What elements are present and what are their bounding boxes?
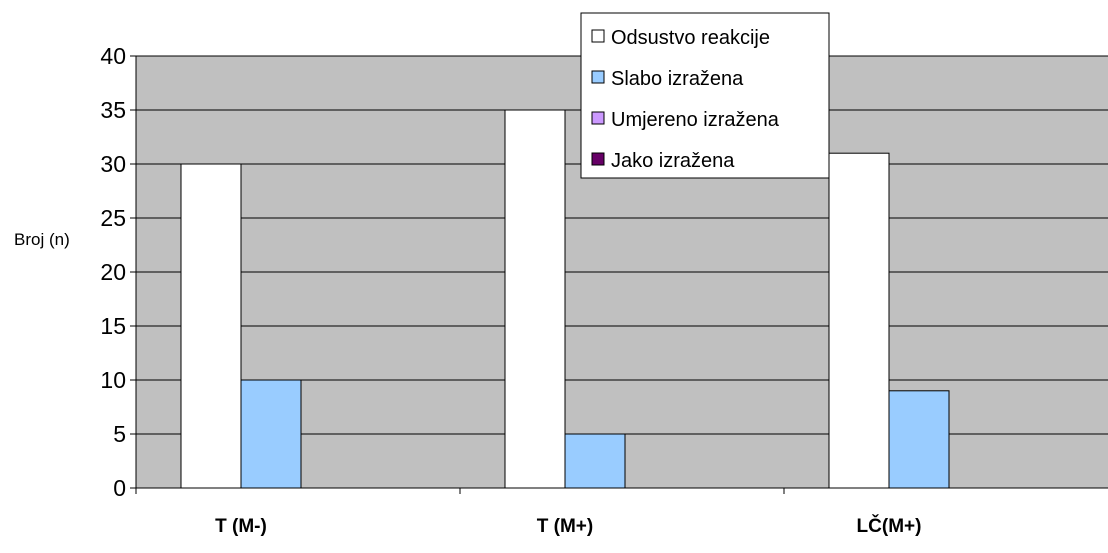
- bar: [240, 379, 302, 489]
- y-tick-label: 30: [100, 151, 126, 177]
- legend-swatch: [591, 111, 605, 125]
- bars: [180, 109, 950, 489]
- y-tick-label: 0: [113, 475, 126, 501]
- x-tick-labels: T (M-) T (M+) LČ(M+): [215, 515, 921, 537]
- legend: Odsustvo reakcije Slabo izražena Umjereno …: [580, 12, 830, 179]
- legend-label: Odsustvo reakcije: [611, 27, 770, 49]
- y-tick-label: 40: [100, 43, 126, 69]
- y-tick-labels: 0 5 10 15 20 25 30 35 40: [100, 43, 126, 501]
- legend-swatch: [591, 29, 605, 43]
- legend-label: Jako izražena: [611, 150, 735, 172]
- legend-label: Slabo izražena: [611, 68, 744, 90]
- bar: [888, 390, 950, 489]
- y-tick-label: 10: [100, 367, 126, 393]
- y-tick-label: 20: [100, 259, 126, 285]
- y-axis-label: Broj (n): [14, 230, 70, 249]
- legend-swatch: [591, 70, 605, 84]
- x-tick-label: T (M+): [537, 516, 593, 537]
- legend-label: Umjereno izražena: [611, 109, 780, 131]
- y-tick-label: 15: [100, 313, 126, 339]
- bar: [564, 433, 626, 489]
- y-tick-label: 5: [113, 421, 126, 447]
- legend-box: [580, 12, 830, 179]
- y-tick-label: 35: [100, 97, 126, 123]
- bar: [180, 163, 242, 489]
- legend-swatch: [591, 152, 605, 166]
- y-tick-label: 25: [100, 205, 126, 231]
- x-tick-label: LČ(M+): [857, 515, 922, 537]
- bar: [504, 109, 566, 489]
- bar: [828, 152, 890, 489]
- x-tick-label: T (M-): [215, 516, 267, 537]
- axes: [130, 55, 1108, 494]
